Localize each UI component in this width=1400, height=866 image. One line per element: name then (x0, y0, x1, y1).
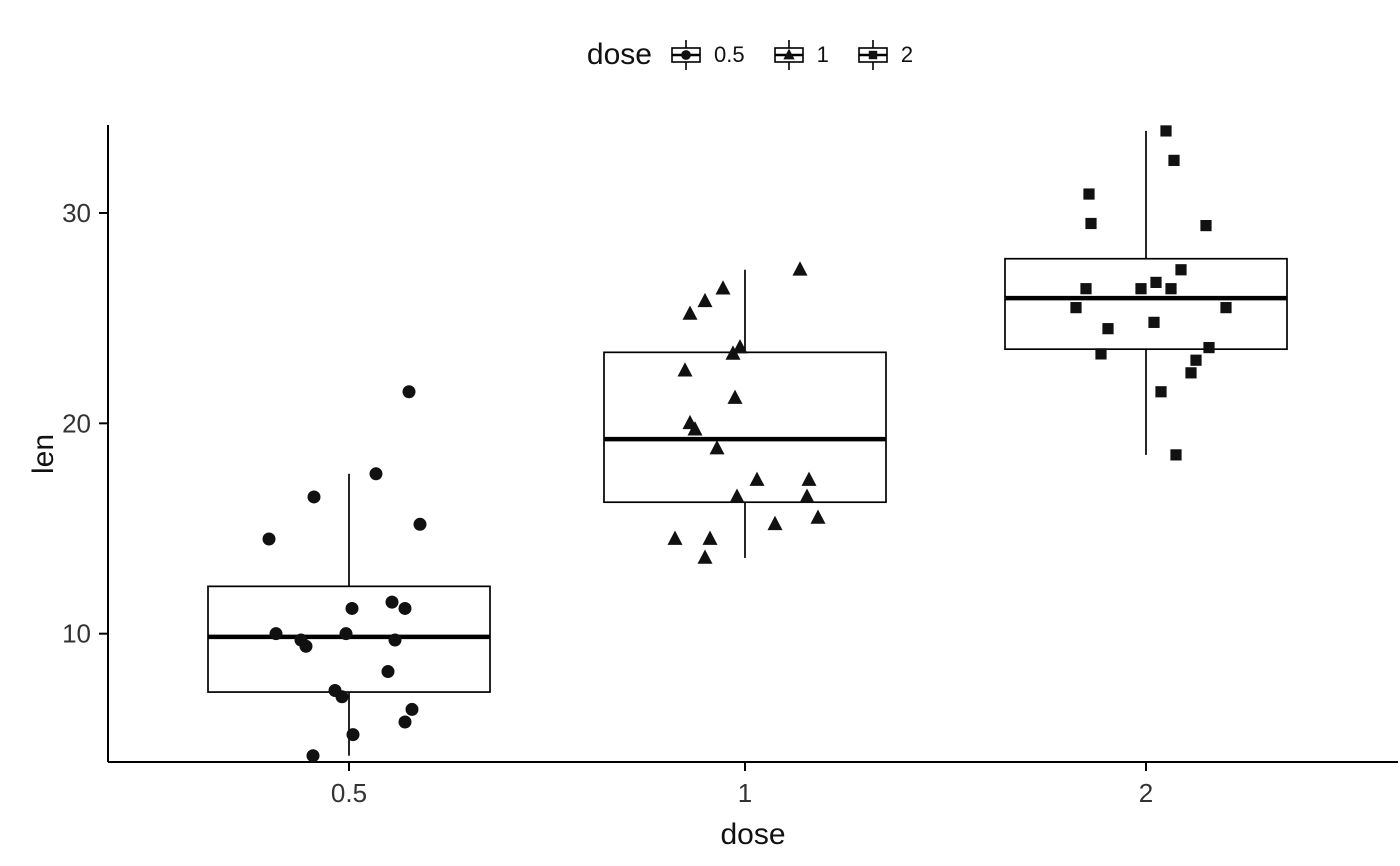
key-point (782, 48, 795, 60)
jitter-point (405, 702, 419, 716)
x-tick-label: 1 (738, 778, 752, 808)
x-tick-label: 0.5 (331, 778, 367, 808)
x-tick-label: 2 (1139, 778, 1153, 808)
jitter-point (709, 440, 725, 455)
jitter-point (369, 467, 383, 481)
legend-entry-0.5: 0.5 (668, 37, 745, 73)
boxplot-group-0.5 (207, 385, 491, 763)
legend-entries: 0.5 1 2 (668, 37, 913, 73)
jitter-point (385, 595, 399, 609)
jitter-point (682, 305, 698, 320)
boxplot-group-2 (1004, 125, 1288, 461)
legend-label: 0.5 (713, 42, 745, 67)
jitter-point (1148, 316, 1160, 328)
jitter-point (801, 471, 817, 486)
y-tick-label: 20 (62, 408, 91, 438)
jitter-point (702, 530, 718, 545)
jitter-point (697, 292, 713, 308)
jitter-point (1155, 386, 1167, 398)
jitter-point (1190, 354, 1202, 366)
jitter-point (1203, 341, 1215, 354)
jitter-point (307, 490, 321, 504)
legend-label: 2 (900, 42, 914, 67)
jitter-point (697, 549, 713, 564)
jitter-point (727, 389, 743, 404)
jitter-point (1160, 125, 1172, 137)
jitter-point (398, 715, 412, 729)
legend-label: 1 (816, 42, 829, 67)
iqr-box (603, 351, 887, 504)
jitter-point (345, 601, 359, 615)
jitter-point (732, 339, 748, 354)
jitter-point (306, 749, 320, 763)
jitter-point (1165, 283, 1177, 295)
iqr-box (1004, 257, 1288, 351)
jitter-point (810, 509, 826, 524)
jitter-point (1095, 348, 1107, 360)
jitter-point (767, 515, 783, 531)
jitter-point (346, 728, 360, 742)
x-axis-title: dose (720, 818, 786, 851)
jitter-point (398, 601, 412, 615)
jitter-point (749, 471, 765, 486)
jitter-point (388, 633, 402, 647)
legend-entry-1: 1 (771, 37, 829, 73)
jitter-point (799, 488, 815, 503)
jitter-point (1168, 154, 1180, 166)
boxplot-group-1 (603, 261, 887, 564)
jitter-point (413, 517, 427, 531)
jitter-point (729, 488, 745, 503)
jitter-point (339, 627, 353, 641)
legend-entry-2: 2 (855, 37, 913, 73)
key-point (681, 50, 691, 60)
key-point (868, 50, 878, 60)
jitter-point (402, 385, 416, 399)
jitter-point (1220, 302, 1232, 314)
jitter-point (1085, 217, 1097, 230)
legend-key-circle-icon (671, 40, 701, 70)
legend-key-triangle-icon (773, 40, 804, 70)
jitter-point (1175, 264, 1187, 276)
legend-key-square-icon (858, 40, 888, 70)
jitter-point (381, 665, 395, 679)
jitter-point (667, 530, 683, 545)
jitter-point (792, 261, 808, 276)
jitter-point (269, 627, 283, 641)
jitter-point (328, 683, 342, 697)
jitter-point (677, 362, 693, 377)
y-tick-label: 10 (62, 619, 91, 649)
jitter-point (1080, 283, 1092, 295)
y-tick-label: 30 (62, 198, 91, 228)
jitter-point (1185, 367, 1197, 379)
jitter-point (1200, 219, 1212, 232)
y-axis-title: len (27, 433, 60, 475)
jitter-point (1170, 449, 1182, 461)
jitter-point (1070, 302, 1082, 314)
jitter-point (682, 414, 698, 430)
jitter-point (1135, 283, 1147, 295)
legend-title: dose (586, 38, 652, 71)
jitter-point (715, 280, 731, 295)
legend: dose 0.5 1 2 (100, 26, 1400, 84)
jitter-point (262, 532, 276, 546)
jitter-point (294, 633, 308, 647)
jitter-point (1150, 276, 1162, 288)
jitter-point (1102, 323, 1114, 335)
jitter-point (1083, 188, 1095, 200)
